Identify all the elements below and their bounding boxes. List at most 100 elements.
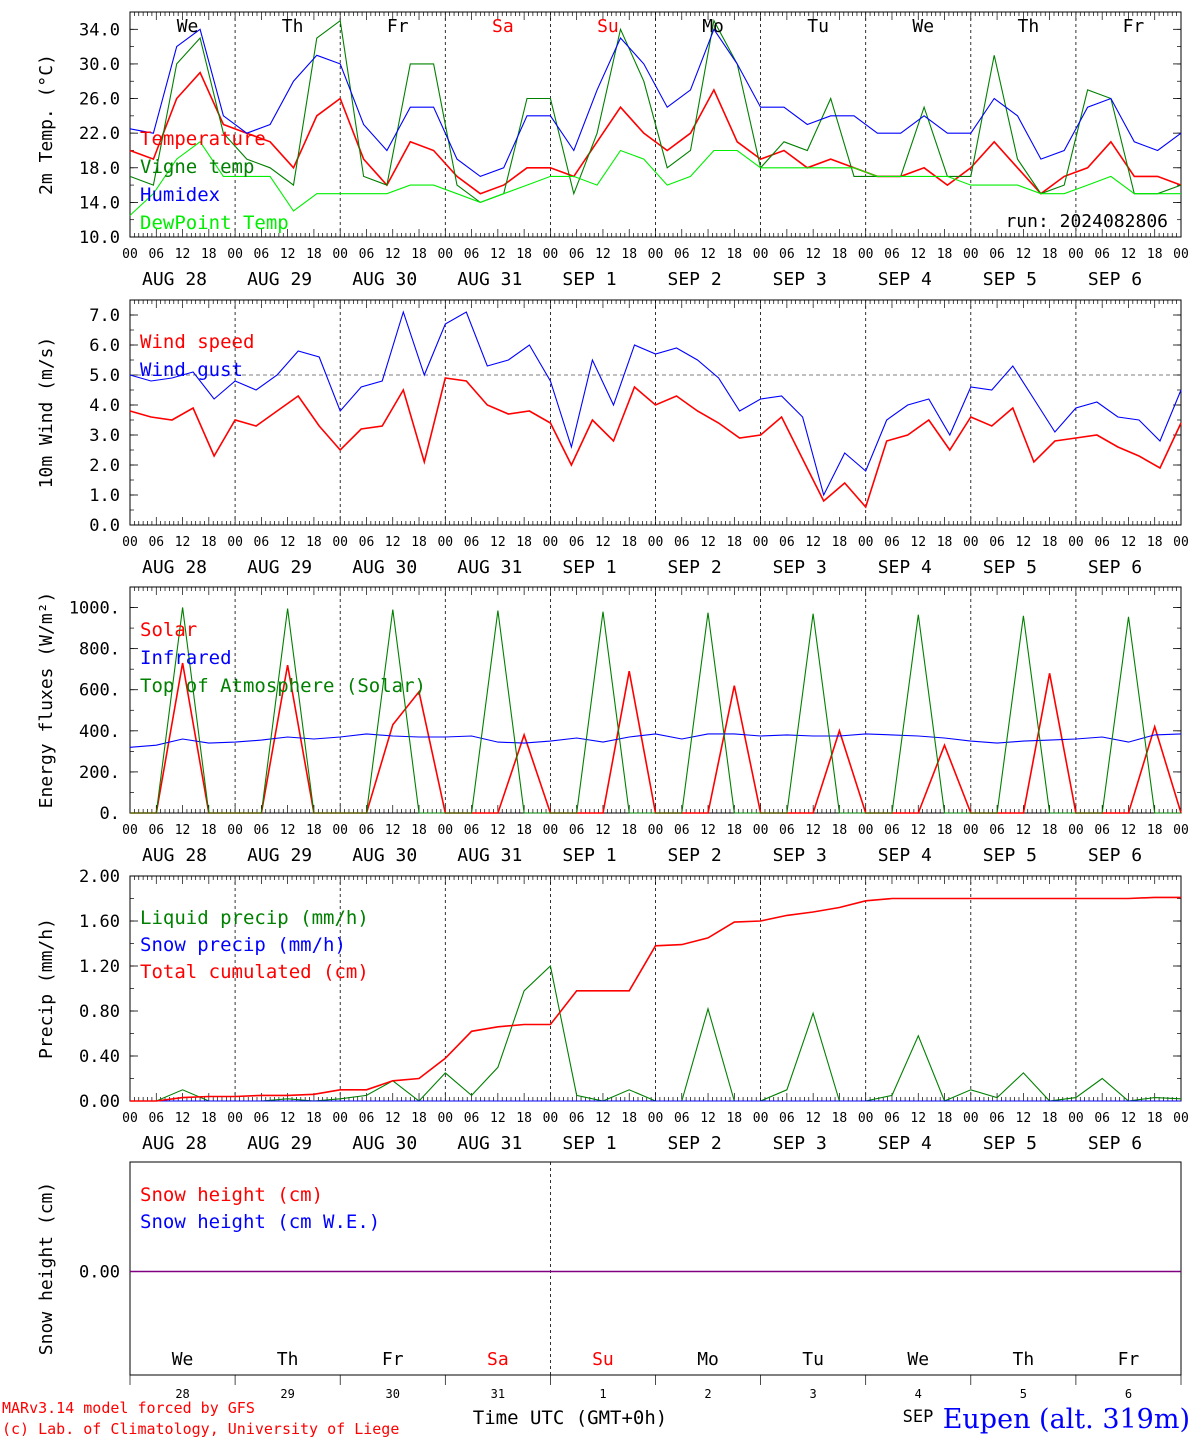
day-number-label: 3 xyxy=(810,1387,817,1401)
date-label: SEP 5 xyxy=(983,557,1037,578)
day-number-label: 31 xyxy=(491,1387,505,1401)
date-label: SEP 3 xyxy=(773,269,827,290)
y-axis-label: 2m Temp. (°C) xyxy=(36,54,57,195)
legend-entry: Snow precip (mm/h) xyxy=(140,934,346,956)
date-label: AUG 30 xyxy=(352,269,417,290)
hour-tick-label: 06 xyxy=(569,247,585,262)
date-label: AUG 30 xyxy=(352,557,417,578)
day-number-label: 29 xyxy=(280,1387,294,1401)
hour-tick-label: 18 xyxy=(937,823,953,838)
day-number-label: 6 xyxy=(1125,1387,1132,1401)
hour-tick-label: 00 xyxy=(227,1111,243,1126)
hour-tick-label: 18 xyxy=(1147,1111,1163,1126)
y-tick-label: 2.00 xyxy=(79,867,120,887)
date-label: SEP 3 xyxy=(773,557,827,578)
hour-tick-label: 12 xyxy=(385,1111,401,1126)
y-tick-label: 0.0 xyxy=(89,516,120,536)
date-label: SEP 2 xyxy=(668,845,722,866)
y-tick-label: 0.00 xyxy=(79,1092,120,1112)
hour-tick-label: 12 xyxy=(805,823,821,838)
y-axis-label: Precip (mm/h) xyxy=(36,918,57,1059)
weekday-label: Tu xyxy=(802,1349,824,1370)
hour-tick-label: 00 xyxy=(227,823,243,838)
hour-tick-label: 06 xyxy=(674,823,690,838)
weekday-label: Fr xyxy=(387,16,409,37)
hour-tick-label: 06 xyxy=(1094,823,1110,838)
date-label: AUG 30 xyxy=(352,845,417,866)
hour-tick-label: 06 xyxy=(148,823,164,838)
date-label: SEP 1 xyxy=(562,269,616,290)
weekday-label: Fr xyxy=(382,1349,404,1370)
date-label: AUG 28 xyxy=(142,845,207,866)
weekday-label: Sa xyxy=(492,16,514,37)
hour-tick-label: 00 xyxy=(437,535,453,550)
hour-tick-label: 18 xyxy=(306,1111,322,1126)
y-tick-label: 1.60 xyxy=(79,912,120,932)
hour-tick-label: 00 xyxy=(858,247,874,262)
hour-tick-label: 06 xyxy=(989,535,1005,550)
hour-tick-label: 18 xyxy=(726,247,742,262)
hour-tick-label: 06 xyxy=(359,823,375,838)
hour-tick-label: 06 xyxy=(254,823,270,838)
hour-tick-label: 06 xyxy=(464,1111,480,1126)
panel-4: 0.00 0.40 0.80 1.20 1.60 2.00 Precip (mm/h) Liq… xyxy=(36,867,1189,1154)
hour-tick-label: 12 xyxy=(700,1111,716,1126)
hour-tick-label: 12 xyxy=(910,535,926,550)
hour-tick-label: 06 xyxy=(1094,535,1110,550)
date-label: SEP 2 xyxy=(668,269,722,290)
legend-entry: Liquid precip (mm/h) xyxy=(140,907,369,929)
hour-tick-label: 00 xyxy=(1068,823,1084,838)
series-line-total-cumulated-cm- xyxy=(130,896,1181,1102)
hour-tick-label: 18 xyxy=(306,535,322,550)
hour-tick-label: 06 xyxy=(674,247,690,262)
hour-tick-label: 00 xyxy=(753,247,769,262)
hour-tick-label: 00 xyxy=(963,247,979,262)
hour-tick-label: 00 xyxy=(648,247,664,262)
hour-tick-label: 06 xyxy=(464,535,480,550)
weekday-label: Su xyxy=(597,16,619,37)
hour-tick-label: 18 xyxy=(516,823,532,838)
hour-tick-label: 00 xyxy=(437,1111,453,1126)
hour-tick-label: 12 xyxy=(1016,247,1032,262)
hour-tick-label: 12 xyxy=(1016,535,1032,550)
day-number-label: 2 xyxy=(704,1387,711,1401)
hour-tick-label: 18 xyxy=(832,535,848,550)
hour-tick-label: 12 xyxy=(595,247,611,262)
legend-entry: Humidex xyxy=(140,184,220,206)
hour-tick-label: 12 xyxy=(910,247,926,262)
y-tick-label: 30.0 xyxy=(79,55,120,75)
hour-tick-label: 06 xyxy=(464,823,480,838)
hour-tick-label: 12 xyxy=(700,823,716,838)
hour-tick-label: 12 xyxy=(175,823,191,838)
hour-tick-label: 00 xyxy=(1173,1111,1189,1126)
panel-1: 10.0 14.0 18.0 22.0 26.0 30.0 34.0 2m Temp. (°C… xyxy=(36,11,1189,290)
legend-entry: Top of Atmosphere (Solar) xyxy=(140,675,426,697)
hour-tick-label: 12 xyxy=(910,1111,926,1126)
date-label: SEP 1 xyxy=(562,557,616,578)
y-tick-label: 18.0 xyxy=(79,159,120,179)
location-label: Eupen (alt. 319m) xyxy=(943,1404,1190,1435)
hour-tick-label: 00 xyxy=(437,247,453,262)
hour-tick-label: 12 xyxy=(1016,1111,1032,1126)
weekday-label: Tu xyxy=(807,16,829,37)
series-line-temperature xyxy=(129,71,1182,195)
hour-tick-label: 18 xyxy=(201,247,217,262)
hour-tick-label: 00 xyxy=(122,247,138,262)
y-tick-label: 0. xyxy=(100,804,120,824)
hour-tick-label: 12 xyxy=(805,1111,821,1126)
legend-entry: Snow height (cm) xyxy=(140,1184,323,1206)
hour-tick-label: 12 xyxy=(595,823,611,838)
y-tick-label: 0.40 xyxy=(79,1047,120,1067)
date-label: SEP 6 xyxy=(1088,269,1142,290)
hour-tick-label: 00 xyxy=(1173,247,1189,262)
day-number-label: 1 xyxy=(599,1387,606,1401)
series-line-humidex xyxy=(129,28,1182,178)
y-tick-label: 1000. xyxy=(69,599,120,619)
hour-tick-label: 00 xyxy=(332,247,348,262)
y-tick-label: 600. xyxy=(79,681,120,701)
hour-tick-label: 00 xyxy=(332,535,348,550)
hour-tick-label: 12 xyxy=(490,247,506,262)
hour-tick-label: 18 xyxy=(411,535,427,550)
y-axis-label: 10m Wind (m/s) xyxy=(36,337,57,489)
hour-tick-label: 06 xyxy=(989,1111,1005,1126)
